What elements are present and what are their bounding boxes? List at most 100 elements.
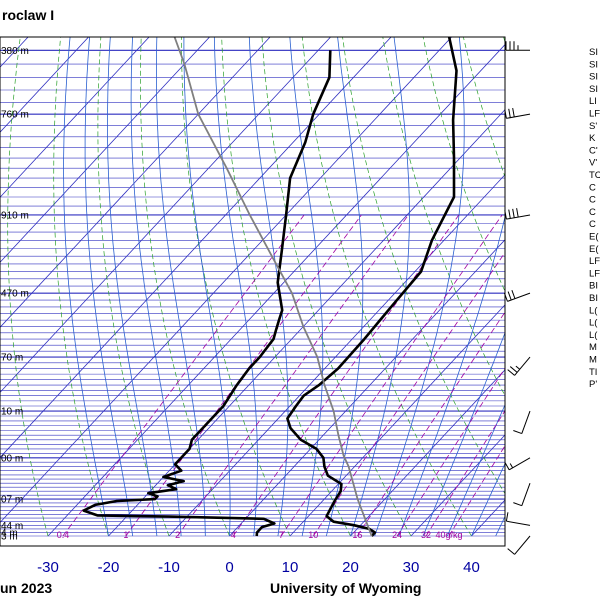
isotherm (410, 434, 505, 537)
mixing-ratio-line (62, 214, 305, 537)
index-label: LI (589, 96, 597, 107)
isotherm (229, 239, 505, 537)
wind-barb (505, 41, 530, 51)
parcel-trace (173, 37, 373, 537)
isotherm (0, 37, 332, 394)
moist-adiabat (374, 37, 465, 537)
height-label: 470 m (1, 289, 29, 300)
moist-adiabat (350, 37, 410, 537)
mixing-ratio-line (396, 367, 505, 537)
index-label: P' (589, 379, 597, 390)
height-label: 00 m (1, 453, 23, 464)
moist-adiabat (63, 37, 109, 537)
index-label: SI (589, 59, 598, 70)
wind-barb (513, 482, 531, 507)
dry-adiabat (97, 37, 170, 537)
moist-adiabat (84, 37, 134, 537)
mixing-ratio-label: 4 (231, 530, 236, 540)
index-label: C (589, 195, 596, 206)
temperature-tick-label: 30 (403, 559, 420, 576)
index-label: M (589, 342, 597, 353)
dry-adiabat (422, 37, 505, 293)
index-label: K (589, 133, 596, 144)
mixing-ratio-labels: 0.4 1 2 4 7 10 16 24 32 40g/kg (57, 530, 463, 540)
wind-barb (505, 512, 531, 526)
height-label: 10 m (1, 407, 23, 418)
dry-adiabat (7, 37, 49, 537)
height-label: 910 m (1, 210, 29, 221)
temperature-tick-label: 20 (342, 559, 359, 576)
isotherm (0, 37, 392, 459)
moist-adiabat (471, 462, 505, 537)
dewpoint-trace (82, 50, 332, 537)
chart-title: roclaw I (2, 7, 54, 23)
temperature-axis-labels: -30 -20 -10 0 10 20 30 40 (37, 559, 480, 576)
mixing-ratio-label: 24 (392, 530, 402, 540)
pressure-height-labels: 380 m 760 m 910 m 470 m 70 m 10 m 00 m 07 m 44 m… (1, 46, 29, 543)
index-label: TC (589, 170, 600, 181)
moist-adiabat (107, 37, 158, 537)
plot-frame (0, 36, 506, 547)
wind-barb (504, 208, 531, 220)
footer-date: un 2023 (0, 580, 52, 596)
dry-adiabat (221, 37, 351, 537)
isotherm (0, 37, 453, 524)
dry-adiabat (342, 37, 505, 495)
temperature-trace (286, 37, 458, 537)
height-label: 44 m (1, 521, 23, 532)
moist-adiabat (213, 37, 258, 537)
wind-barb (504, 457, 531, 471)
footer-source: University of Wyoming (270, 580, 421, 596)
index-label: LF (589, 109, 600, 120)
isotherm (0, 37, 150, 198)
moist-adiabat (398, 215, 505, 537)
moist-adiabat (446, 403, 505, 537)
index-label: E( (589, 244, 599, 255)
index-label: M (589, 355, 597, 366)
dry-adiabat (261, 37, 412, 537)
moist-adiabat (289, 37, 324, 537)
sounding-indices-list: SISISISILILFS'KC'V'TCCCCCE(E(LFLFBIBIL(L… (589, 47, 600, 390)
index-label: V' (589, 158, 597, 169)
height-label: 380 m (1, 46, 29, 57)
index-label: L( (589, 305, 598, 316)
moist-adiabat (325, 37, 364, 537)
wind-barb (503, 289, 531, 302)
isotherm (350, 369, 505, 537)
temperature-tick-label: 10 (282, 559, 299, 576)
height-label: 4 m (1, 528, 18, 539)
index-label: SI (589, 72, 598, 83)
index-label: BI (589, 293, 598, 304)
dry-adiabat (53, 37, 109, 537)
mixing-ratio-label: 1 (123, 530, 128, 540)
isotherm (0, 37, 211, 263)
temperature-tick-label: 0 (225, 559, 233, 576)
height-label: 3 m (1, 532, 18, 543)
moist-adiabat (183, 37, 231, 537)
index-label: LF (589, 268, 600, 279)
index-label: S' (589, 121, 597, 132)
dry-adiabat (140, 37, 230, 537)
mixing-ratio-label: 2 (175, 530, 180, 540)
wind-barb (504, 108, 531, 119)
background-grid (0, 37, 505, 537)
height-label: 70 m (1, 353, 23, 364)
index-label: BI (589, 281, 598, 292)
height-label: 07 m (1, 495, 23, 506)
moist-adiabat (422, 331, 505, 537)
index-label: LF (589, 256, 600, 267)
wind-barb (513, 410, 531, 435)
mixing-ratio-label: 10 (308, 530, 318, 540)
index-label: L( (589, 318, 598, 329)
sounding-traces (82, 37, 458, 537)
index-label: C (589, 219, 596, 230)
index-label: C (589, 182, 596, 193)
temperature-tick-label: 40 (463, 559, 480, 576)
temperature-tick-label: -30 (37, 559, 59, 576)
index-label: SI (589, 84, 598, 95)
dry-adiabat (382, 37, 505, 397)
isotherm (289, 304, 505, 537)
mixing-ratio-label: 7 (279, 530, 284, 540)
isotherm (168, 174, 505, 537)
